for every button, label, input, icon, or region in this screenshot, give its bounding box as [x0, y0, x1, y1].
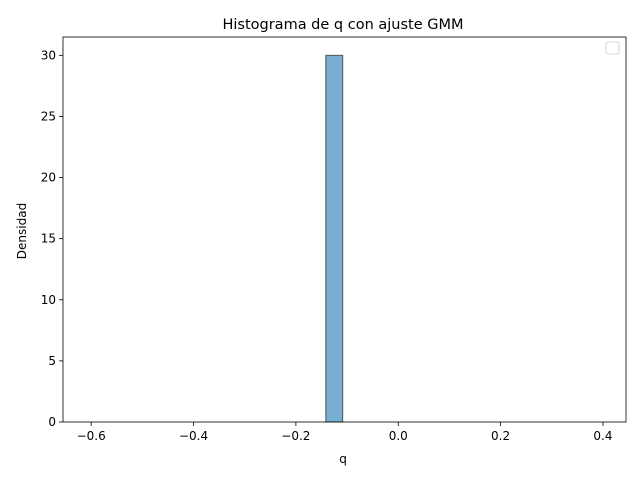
- x-tick-label: 0.0: [389, 429, 408, 443]
- chart-title: Histograma de q con ajuste GMM: [222, 17, 463, 33]
- y-tick-label: 5: [48, 354, 56, 368]
- y-tick-label: 0: [48, 415, 56, 429]
- y-tick-label: 30: [41, 48, 56, 62]
- x-tick-label: 0.4: [593, 429, 612, 443]
- x-tick-label: −0.2: [281, 429, 310, 443]
- y-ticks: 0 5 10 15 20 25 30: [41, 48, 63, 429]
- x-tick-label: 0.2: [491, 429, 510, 443]
- x-tick-label: −0.6: [77, 429, 106, 443]
- x-ticks: −0.6 −0.4 −0.2 0.0 0.2 0.4: [77, 422, 613, 443]
- x-tick-label: −0.4: [179, 429, 208, 443]
- y-tick-label: 15: [41, 232, 56, 246]
- y-tick-label: 10: [41, 293, 56, 307]
- bars-layer: [325, 54, 344, 423]
- plot-frame: [62, 36, 627, 423]
- legend-box: [605, 41, 620, 55]
- x-axis-label: q: [339, 452, 347, 466]
- y-axis-label: Densidad: [15, 203, 29, 259]
- y-tick-label: 25: [41, 109, 56, 123]
- y-tick-label: 20: [41, 171, 56, 185]
- histogram-bar-0: [325, 54, 344, 423]
